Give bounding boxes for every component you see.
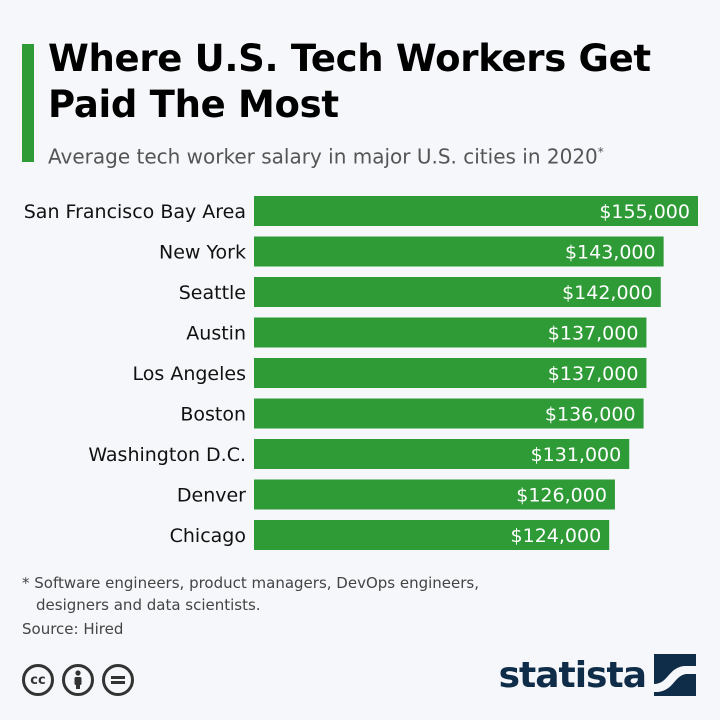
title-accent-bar (22, 44, 34, 162)
value-label-7: $126,000 (516, 485, 607, 507)
page-title: Where U.S. Tech Workers Get Paid The Mos… (48, 37, 651, 126)
bar-0 (254, 196, 698, 226)
subtitle-footnote-mark: * (597, 145, 604, 159)
value-label-3: $137,000 (548, 323, 639, 345)
bar-3 (254, 317, 647, 348)
statista-mark-icon (654, 654, 696, 696)
category-label-6: Washington D.C. (88, 444, 246, 466)
category-label-5: Boston (180, 404, 246, 426)
value-label-5: $136,000 (545, 404, 636, 426)
value-label-4: $137,000 (548, 363, 639, 385)
no-derivatives-icon[interactable] (102, 664, 134, 696)
bar-1 (254, 236, 664, 267)
attribution-icon[interactable] (62, 664, 94, 696)
footnote-line-1: * Software engineers, product managers, … (22, 574, 480, 592)
statista-wordmark: statista (498, 654, 647, 696)
source-note: Source: Hired (22, 620, 124, 638)
bar-5 (254, 398, 644, 429)
bar-7 (254, 479, 615, 510)
cc-icon[interactable]: cc (22, 664, 54, 696)
bar-chart: San Francisco Bay Area $155,000 New York $1… (24, 196, 698, 550)
category-label-0: San Francisco Bay Area (24, 201, 246, 223)
statista-logo[interactable]: statista (499, 654, 696, 696)
value-label-0: $155,000 (599, 201, 690, 223)
subtitle-text: Average tech worker salary in major U.S.… (48, 144, 598, 169)
category-label-2: Seattle (179, 282, 246, 304)
value-label-1: $143,000 (565, 242, 656, 264)
category-label-4: Los Angeles (133, 363, 246, 385)
category-label-7: Denver (177, 485, 246, 507)
footnote: * Software engineers, product managers, … (22, 572, 582, 616)
footnote-line-2: designers and data scientists. (36, 596, 261, 614)
value-label-8: $124,000 (511, 525, 602, 547)
category-label-1: New York (159, 242, 246, 264)
category-label-8: Chicago (170, 525, 246, 547)
license-icons: cc (22, 664, 134, 696)
page-subtitle: Average tech worker salary in major U.S.… (48, 138, 708, 171)
bar-4 (254, 358, 647, 388)
bar-8 (254, 520, 610, 550)
category-label-3: Austin (186, 323, 246, 345)
bar-6 (254, 439, 630, 469)
value-label-2: $142,000 (562, 282, 653, 304)
value-label-6: $131,000 (531, 444, 622, 466)
bar-2 (254, 277, 661, 307)
